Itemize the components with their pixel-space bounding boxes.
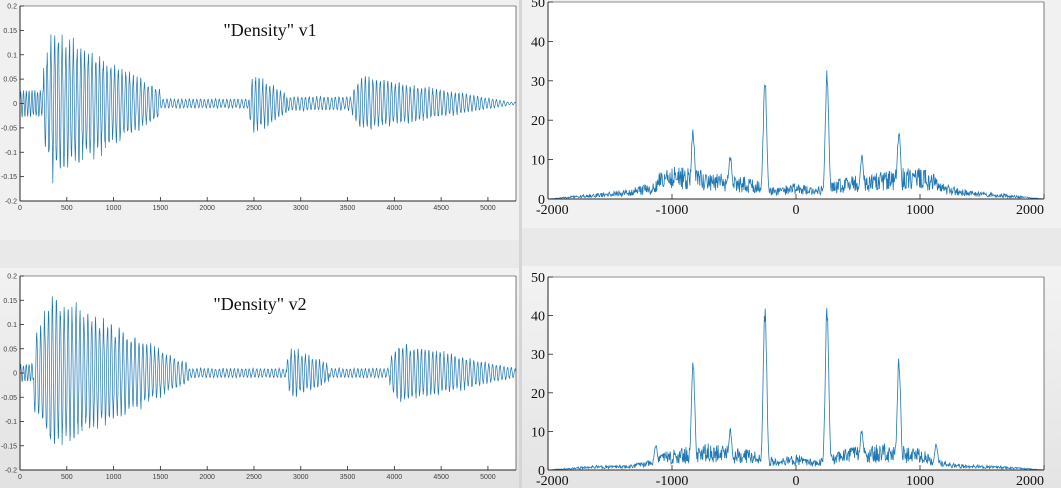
y-tick-label: 10 [531,425,545,440]
x-tick-label: 1000 [906,474,934,488]
x-tick-label: 3000 [293,474,309,481]
y-tick-label: -0.15 [1,174,17,181]
y-tick-label: 0.05 [3,346,17,353]
chart-title: "Density" v2 [213,294,306,314]
y-tick-label: -0.2 [5,199,17,206]
waveform-chart-v1: 0 500 1000 1500 2000 2500 3000 3500 4000 4500 5000… [0,0,520,240]
series-line [19,34,517,184]
y-tick-label: -0.05 [1,395,17,402]
y-tick-label: 50 [531,271,545,286]
y-tick-label: 0.1 [7,322,17,329]
spectrum-chart-v1: -2000 -1000 0 1000 2000 0 10 20 30 40 50 [522,0,1061,228]
x-tick-label: 4000 [387,205,403,212]
series-line [19,296,517,446]
y-tick-label: 0.2 [7,274,17,281]
x-tick-label: 3500 [340,474,356,481]
x-tick-label: 2000 [1016,203,1044,218]
spectrum-chart-v1-svg: -2000 -1000 0 1000 2000 0 10 20 30 40 50 [531,0,1045,218]
x-tick-label: 0 [793,474,800,488]
y-tick-label: -0.2 [5,468,17,475]
y-tick-label: -0.1 [5,419,17,426]
x-tick-label: 1000 [906,203,934,218]
y-tick-label: 20 [531,387,545,402]
y-tick-label: 30 [531,75,545,90]
x-tick-label: 0 [793,203,800,218]
x-tick-label: 3500 [340,205,356,212]
x-tick-label: 4500 [433,205,449,212]
waveform-chart-v2-svg: 0 500 1000 1500 2000 2500 3000 3500 4000 4500 5000… [1,274,517,481]
y-tick-label: 40 [531,35,545,50]
spectrum-chart-v2: -2000 -1000 0 1000 2000 0 10 20 30 40 50 [522,266,1061,488]
y-tick-label: -0.1 [5,150,17,157]
x-tick-label: 3000 [293,205,309,212]
y-tick-label: 0 [538,193,545,208]
x-tick-label: 1000 [106,205,122,212]
y-tick-label: 0 [13,371,17,378]
x-tick-label: -2000 [536,474,569,488]
y-tick-label: -0.15 [1,443,17,450]
y-tick-label: 0.05 [3,77,17,84]
plot-area [548,2,1044,199]
series-line [548,307,1044,471]
x-tick-label: 2500 [246,474,262,481]
spectrum-chart-v2-svg: -2000 -1000 0 1000 2000 0 10 20 30 40 50 [531,271,1045,488]
x-tick-label: 4500 [433,474,449,481]
y-tick-label: 0.15 [3,28,17,35]
x-tick-label: 1500 [153,474,169,481]
x-tick-label: 0 [18,205,22,212]
x-tick-label: 5000 [480,474,496,481]
x-tick-label: -2000 [536,203,569,218]
x-tick-label: 500 [61,474,73,481]
x-tick-label: 2500 [246,205,262,212]
x-tick-label: -1000 [656,474,689,488]
y-tick-label: -0.05 [1,125,17,132]
x-tick-label: 2000 [199,205,215,212]
y-tick-label: 40 [531,310,545,325]
x-tick-label: -1000 [656,203,689,218]
panel-divider [519,0,522,488]
x-tick-label: 0 [18,474,22,481]
x-tick-label: 2000 [1016,474,1044,488]
x-tick-label: 1500 [153,205,169,212]
series-line [547,70,1044,200]
x-tick-label: 2000 [199,474,215,481]
plot-area [548,277,1044,470]
x-tick-label: 500 [61,205,73,212]
chart-title: "Density" v1 [223,20,316,40]
waveform-chart-v1-svg: 0 500 1000 1500 2000 2500 3000 3500 4000 4500 5000… [1,4,517,212]
x-tick-label: 4000 [387,474,403,481]
y-tick-label: 0 [538,464,545,479]
y-tick-label: 0.15 [3,298,17,305]
y-tick-label: 10 [531,154,545,169]
y-tick-label: 20 [531,114,545,129]
y-tick-label: 0 [13,101,17,108]
y-tick-label: 0.1 [7,52,17,59]
y-tick-label: 30 [531,348,545,363]
y-tick-label: 0.2 [7,4,17,11]
y-tick-label: 50 [531,0,545,11]
x-tick-label: 1000 [106,474,122,481]
waveform-chart-v2: 0 500 1000 1500 2000 2500 3000 3500 4000 4500 5000… [0,268,520,488]
x-tick-label: 5000 [480,205,496,212]
